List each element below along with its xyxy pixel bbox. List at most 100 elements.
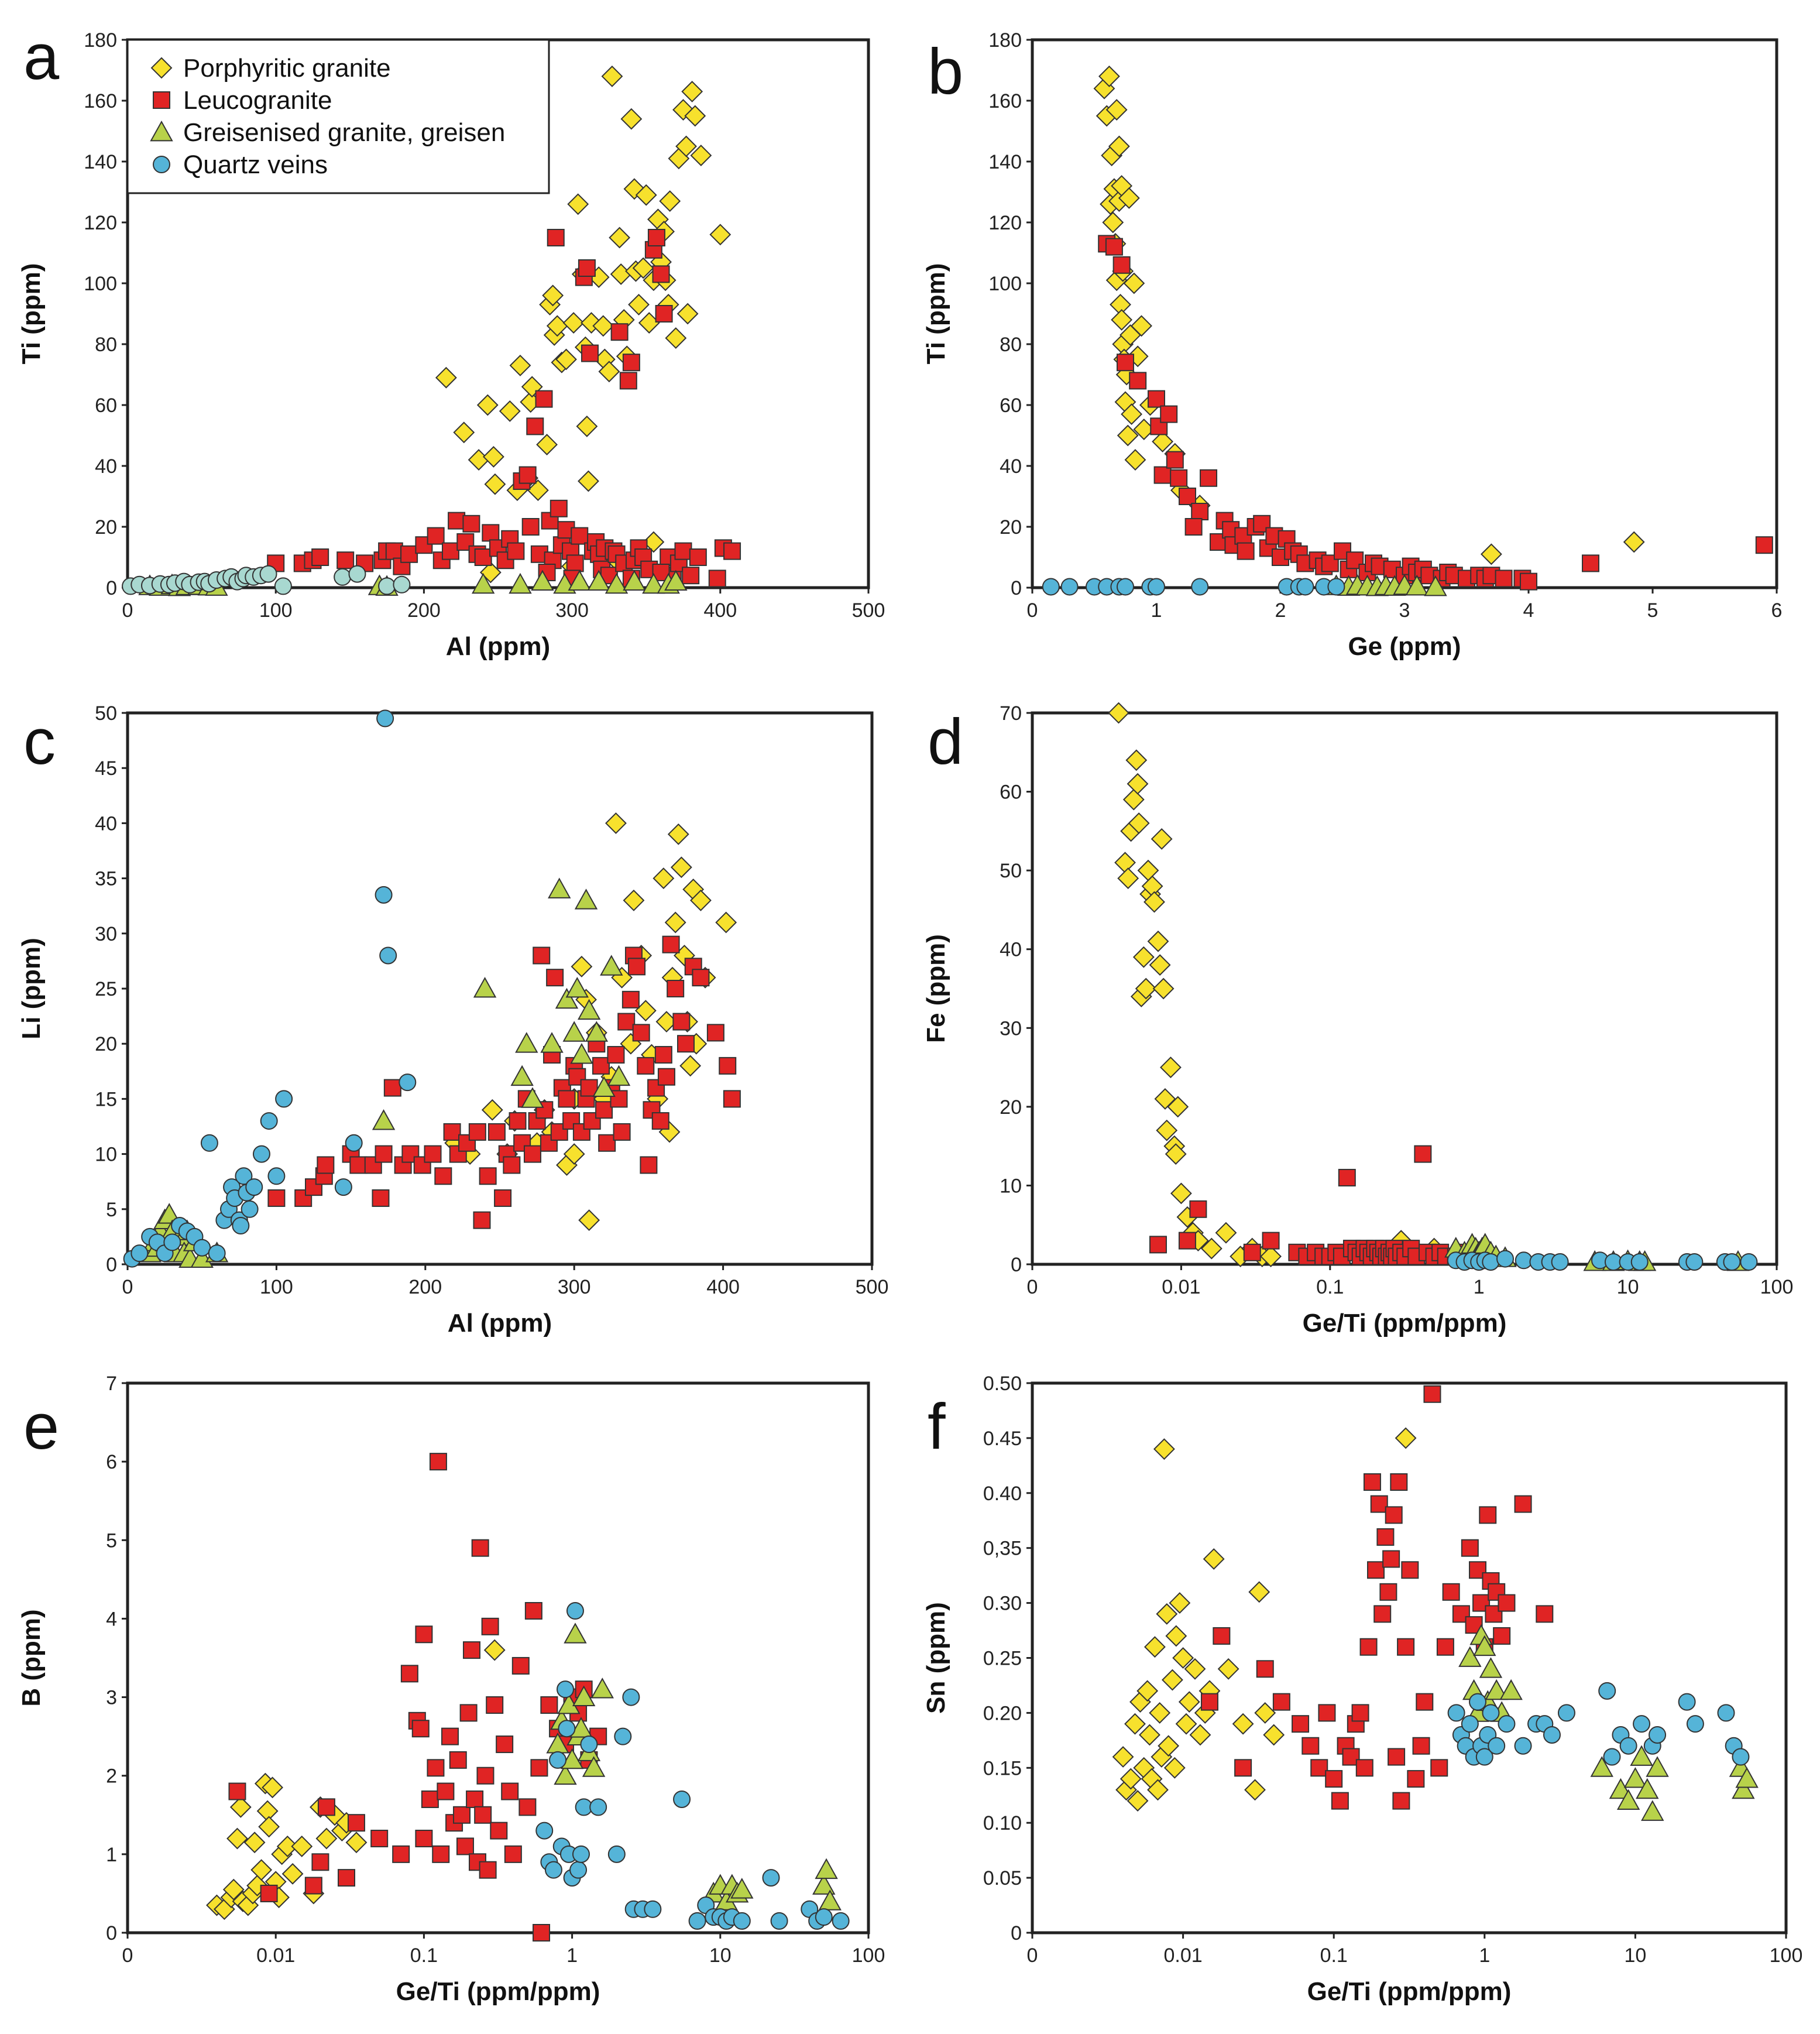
x-axis-label: Al (ppm) — [448, 1309, 552, 1337]
data-point — [581, 344, 599, 362]
data-point — [1170, 469, 1188, 487]
data-point — [592, 1057, 610, 1075]
data-point — [252, 1145, 270, 1163]
data-point — [1165, 1143, 1187, 1165]
data-point — [385, 542, 403, 560]
y-tick-label: 20 — [1000, 1096, 1022, 1119]
data-point — [1461, 1539, 1479, 1557]
data-point — [1493, 1627, 1511, 1645]
data-point — [719, 1057, 737, 1075]
data-point — [378, 577, 396, 595]
y-tick-label: 3 — [106, 1687, 117, 1709]
data-point — [1112, 1746, 1134, 1768]
data-point — [1447, 1704, 1465, 1722]
data-point — [1475, 1748, 1493, 1766]
data-point — [499, 400, 521, 422]
data-point — [640, 1156, 658, 1174]
data-point — [1479, 1657, 1503, 1678]
data-point — [1158, 1735, 1180, 1757]
data-point — [434, 1167, 452, 1185]
y-tick-label: 60 — [1000, 395, 1022, 417]
legend-label: Porphyritic granite — [183, 54, 391, 83]
data-point — [554, 1764, 577, 1785]
y-tick-label: 35 — [95, 868, 117, 890]
data-point — [1482, 1253, 1500, 1271]
data-point — [560, 1748, 584, 1769]
data-point — [628, 958, 646, 976]
data-point — [1424, 575, 1447, 596]
data-point — [1272, 1693, 1290, 1711]
data-point — [260, 1884, 278, 1902]
legend-marker — [150, 120, 173, 142]
x-tick-label: 100 — [1770, 1944, 1803, 1967]
data-point — [1169, 1592, 1191, 1614]
data-point — [667, 980, 685, 997]
y-tick-label: 20 — [95, 516, 117, 538]
data-point — [690, 145, 712, 167]
data-point — [487, 1123, 506, 1141]
data-point — [1543, 1726, 1561, 1744]
data-point — [399, 1073, 417, 1092]
data-point — [632, 257, 654, 279]
panel-label: f — [928, 1391, 946, 1463]
data-point — [317, 1156, 335, 1174]
data-point — [486, 1696, 504, 1714]
data-point — [709, 224, 732, 246]
y-tick-label: 5 — [106, 1529, 117, 1552]
y-tick-label: 0 — [106, 577, 117, 599]
y-tick-label: 80 — [1000, 334, 1022, 356]
data-point — [1723, 1253, 1741, 1271]
data-point — [429, 1453, 447, 1471]
data-point — [415, 536, 433, 554]
data-point — [1105, 99, 1128, 121]
data-point — [482, 524, 500, 542]
x-tick-label: 100 — [260, 1276, 293, 1298]
data-point — [622, 1688, 640, 1706]
y-tick-label: 0.30 — [983, 1593, 1022, 1615]
data-point — [208, 1244, 226, 1263]
data-point — [557, 1680, 575, 1699]
data-point — [577, 999, 601, 1020]
data-point — [259, 565, 277, 583]
data-point — [1172, 1647, 1194, 1669]
data-point — [1191, 578, 1209, 596]
data-point — [1355, 1759, 1373, 1777]
y-tick-label: 0 — [106, 1922, 117, 1944]
data-point — [1649, 1726, 1667, 1744]
data-point — [1143, 891, 1165, 913]
data-point — [1401, 1561, 1419, 1579]
data-point — [1262, 1232, 1280, 1250]
data-point — [565, 976, 589, 998]
y-tick-label: 7 — [106, 1373, 117, 1395]
y-tick-label: 160 — [988, 90, 1022, 112]
data-point — [1423, 1385, 1441, 1403]
data-point — [632, 1024, 650, 1042]
data-point — [1382, 1550, 1400, 1568]
data-point — [1234, 1759, 1252, 1777]
data-point — [595, 1101, 613, 1119]
data-point — [1156, 1119, 1178, 1141]
data-point — [607, 1065, 631, 1086]
data-point — [483, 1639, 506, 1661]
data-point — [600, 955, 623, 976]
data-point — [582, 1756, 606, 1777]
x-tick-label: 400 — [706, 1276, 740, 1298]
y-tick-label: 40 — [95, 812, 117, 835]
data-point — [733, 1912, 751, 1930]
data-point — [453, 421, 475, 444]
data-point — [609, 227, 631, 249]
data-point — [1373, 1605, 1392, 1623]
data-point — [243, 1831, 266, 1854]
data-point — [375, 1145, 393, 1163]
data-point — [479, 1861, 497, 1879]
data-point — [564, 1623, 587, 1644]
data-point — [1461, 1715, 1479, 1733]
data-point — [642, 572, 665, 594]
data-point — [555, 987, 579, 1009]
x-tick-label: 0.01 — [1164, 1944, 1203, 1967]
series-quartz — [1447, 1682, 1750, 1766]
x-tick-label: 1 — [566, 1944, 578, 1967]
data-point — [815, 1858, 838, 1879]
data-point — [1166, 451, 1184, 469]
y-tick-label: 2 — [106, 1765, 117, 1788]
